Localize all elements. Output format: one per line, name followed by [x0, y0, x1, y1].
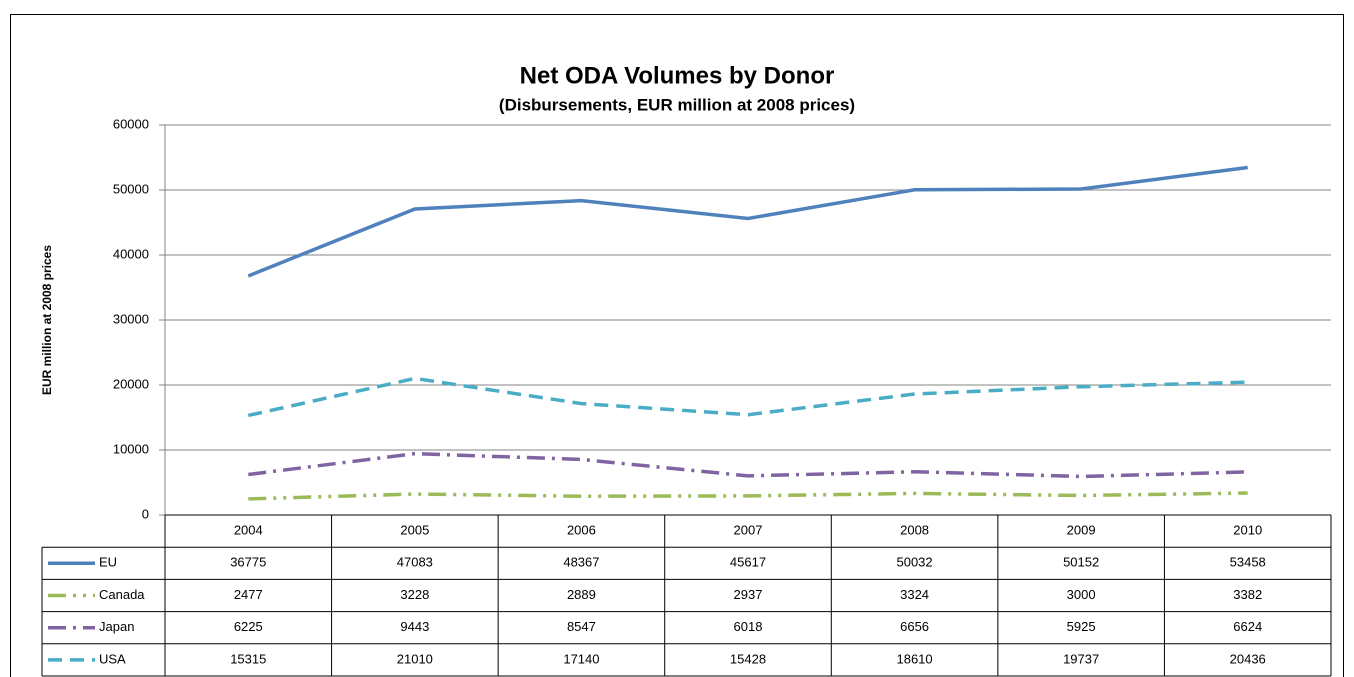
legend-label: Japan: [99, 619, 134, 634]
y-axis-title: EUR million at 2008 prices: [40, 245, 54, 395]
y-tick-label: 60000: [113, 116, 149, 131]
chart-subtitle: (Disbursements, EUR million at 2008 pric…: [499, 95, 855, 114]
table-value: 6656: [900, 619, 929, 634]
series-line: [248, 491, 1248, 501]
table-value: 19737: [1063, 651, 1099, 666]
table-value: 6225: [234, 619, 263, 634]
x-tick-label: 2009: [1067, 523, 1096, 538]
table-value: 48367: [563, 555, 599, 570]
x-tick-label: 2006: [567, 523, 596, 538]
table-value: 3000: [1067, 587, 1096, 602]
y-tick-label: 0: [142, 506, 149, 521]
table-value: 21010: [397, 651, 433, 666]
table-value: 2477: [234, 587, 263, 602]
table-value: 50152: [1063, 555, 1099, 570]
legend-label: EU: [99, 555, 117, 570]
table-value: 3324: [900, 587, 929, 602]
table-value: 9443: [400, 619, 429, 634]
table-value: 45617: [730, 555, 766, 570]
x-tick-label: 2004: [234, 523, 263, 538]
table-value: 5925: [1067, 619, 1096, 634]
x-tick-label: 2008: [900, 523, 929, 538]
table-value: 6624: [1233, 619, 1262, 634]
table-value: 20436: [1230, 651, 1266, 666]
table-value: 47083: [397, 555, 433, 570]
table-value: 15428: [730, 651, 766, 666]
y-tick-label: 30000: [113, 311, 149, 326]
y-tick-label: 10000: [113, 441, 149, 456]
y-tick-label: 20000: [113, 376, 149, 391]
legend-label: USA: [99, 651, 126, 666]
table-value: 15315: [230, 651, 266, 666]
y-tick-label: 40000: [113, 246, 149, 261]
legend-label: Canada: [99, 587, 145, 602]
y-tick-label: 50000: [113, 181, 149, 196]
table-value: 8547: [567, 619, 596, 634]
table-value: 36775: [230, 555, 266, 570]
series-line: [247, 376, 1248, 418]
table-value: 2937: [734, 587, 763, 602]
table-value: 17140: [563, 651, 599, 666]
table-value: 3228: [400, 587, 429, 602]
table-value: 53458: [1230, 555, 1266, 570]
x-tick-label: 2007: [734, 523, 763, 538]
table-value: 50032: [896, 555, 932, 570]
series-line: [248, 451, 1248, 479]
x-tick-label: 2005: [400, 523, 429, 538]
table-value: 3382: [1233, 587, 1262, 602]
table-value: 6018: [734, 619, 763, 634]
series-line: [247, 165, 1248, 278]
chart-title: Net ODA Volumes by Donor: [520, 62, 835, 89]
x-tick-label: 2010: [1233, 523, 1262, 538]
table-value: 18610: [896, 651, 932, 666]
table-value: 2889: [567, 587, 596, 602]
